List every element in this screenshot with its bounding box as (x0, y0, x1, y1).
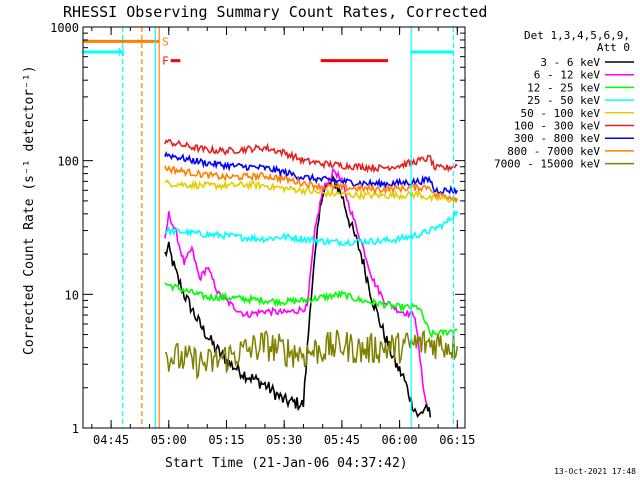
legend-label-5: 50 - 100 keV (521, 107, 601, 120)
series-line-8 (164, 164, 459, 204)
x-tick-label-3: 05:15 (208, 433, 244, 447)
legend-label-6: 100 - 300 keV (514, 120, 600, 133)
y-tick-label-3: 100 (57, 155, 79, 169)
y-tick-label-2: 10 (65, 288, 79, 302)
legend-label-1: 3 - 6 keV (540, 56, 600, 69)
legend-label-8: 800 - 7000 keV (507, 145, 600, 158)
vlines-layer (122, 27, 455, 428)
series-line-1 (164, 174, 432, 419)
legend-header-line-2: Att 0 (597, 41, 630, 54)
legend-label-3: 12 - 25 keV (527, 81, 600, 94)
flags-layer: S N F (83, 35, 454, 68)
legend-label-9: 7000 - 15000 keV (494, 158, 600, 171)
series-line-3 (164, 282, 458, 339)
x-axis: 04:45 05:00 05:15 05:30 05:45 06:00 06:15 (91, 27, 475, 447)
series-line-7 (164, 151, 459, 195)
x-tick-label-7: 06:15 (439, 433, 475, 447)
legend-header-line-1: Det 1,3,4,5,6,9, (524, 29, 630, 42)
x-tick-label-4: 05:30 (266, 433, 302, 447)
footer-date: 13-Oct-2021 17:48 (554, 467, 636, 476)
flag-label-n: N (118, 46, 125, 59)
legend-label-4: 25 - 50 keV (527, 94, 600, 107)
x-tick-label-5: 05:45 (324, 433, 360, 447)
x-tick-label-2: 05:00 (151, 433, 187, 447)
y-tick-label-4: 1000 (50, 21, 79, 35)
y-axis-label: Corrected Count Rate (s⁻¹ detector⁻¹) (22, 65, 37, 355)
x-tick-label-6: 06:00 (382, 433, 418, 447)
y-tick-label-1: 1 (72, 422, 79, 436)
flag-label-f: F (162, 55, 169, 68)
series-line-2 (164, 167, 428, 405)
legend-label-7: 300 - 800 keV (514, 132, 600, 145)
flag-label-s: S (162, 35, 169, 48)
y-axis: 1 10 100 1000 (50, 21, 465, 436)
x-axis-label: Start Time (21-Jan-06 04:37:42) (165, 456, 408, 471)
x-tick-label-1: 04:45 (93, 433, 129, 447)
series-line-5 (164, 178, 459, 204)
plot-frame (82, 26, 466, 429)
series-layer (164, 138, 459, 419)
series-line-4 (164, 209, 459, 248)
chart-title: RHESSI Observing Summary Count Rates, Co… (63, 3, 487, 21)
series-line-9 (164, 329, 459, 381)
legend-label-2: 6 - 12 keV (534, 69, 601, 82)
series-line-6 (164, 138, 458, 174)
